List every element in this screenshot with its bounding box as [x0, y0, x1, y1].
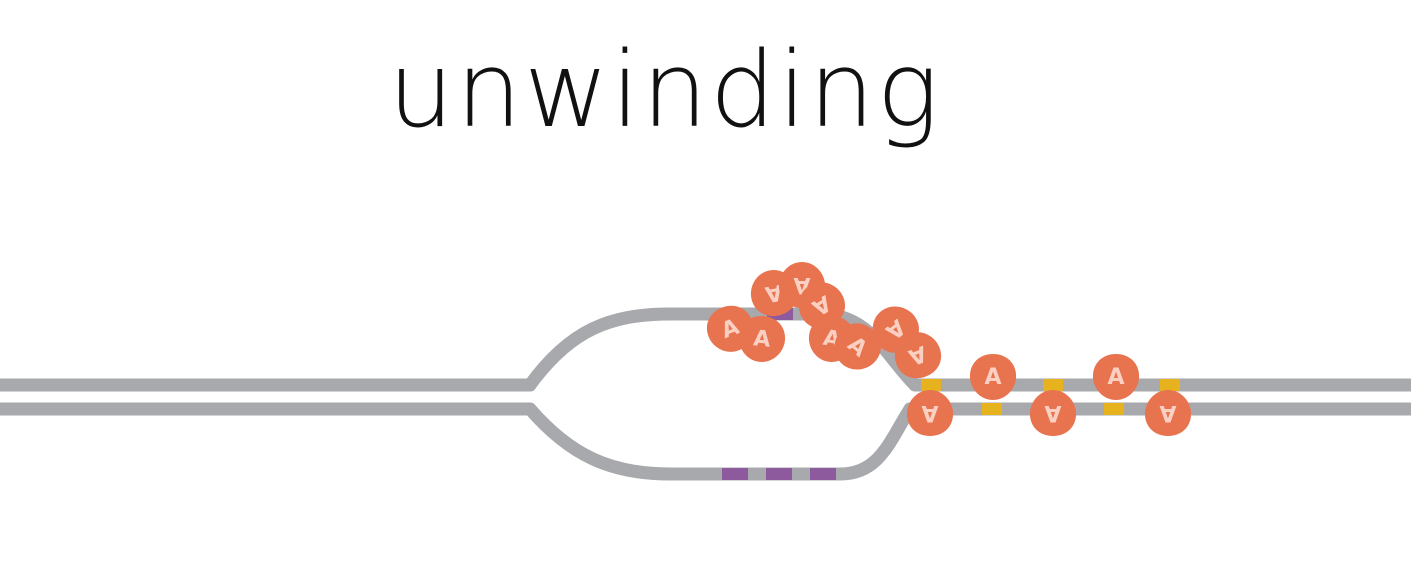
marker-purple — [766, 468, 792, 480]
sequence-markers — [722, 308, 1180, 480]
initiator-protein-icon: A — [969, 354, 1017, 400]
marker-yellow — [1104, 403, 1124, 415]
protein-body — [906, 390, 954, 436]
initiator-protein-icon: A — [894, 332, 942, 379]
marker-yellow — [982, 403, 1002, 415]
protein-body — [834, 323, 881, 370]
initiator-protein-icon: A — [834, 323, 881, 370]
protein-label: A — [1044, 400, 1061, 425]
initiator-protein-icon: A — [1029, 390, 1077, 436]
protein-body — [969, 354, 1017, 400]
protein-label: A — [984, 365, 1001, 390]
initiator-protein-icon: A — [738, 316, 786, 362]
protein-label: A — [1107, 365, 1124, 390]
marker-purple — [810, 468, 836, 480]
marker-purple — [722, 468, 748, 480]
protein-body — [738, 316, 786, 362]
bubble-strand-bottom — [523, 402, 917, 481]
bubble-strand-top — [523, 307, 922, 392]
protein-label: A — [921, 400, 938, 425]
protein-body — [894, 332, 942, 379]
protein-body — [1092, 354, 1140, 400]
dna-strands — [0, 307, 1411, 481]
initiator-protein-icon: A — [906, 390, 954, 436]
marker-yellow — [1043, 379, 1063, 391]
protein-label: A — [752, 326, 771, 352]
protein-body — [1029, 390, 1077, 436]
marker-yellow — [1160, 379, 1180, 391]
marker-yellow — [921, 379, 941, 391]
diagram-title: unwinding — [388, 29, 941, 151]
protein-label: A — [1159, 400, 1176, 425]
protein-body — [1144, 390, 1192, 436]
initiator-protein-icon: A — [1092, 354, 1140, 400]
initiator-protein-icon: A — [1144, 390, 1192, 436]
